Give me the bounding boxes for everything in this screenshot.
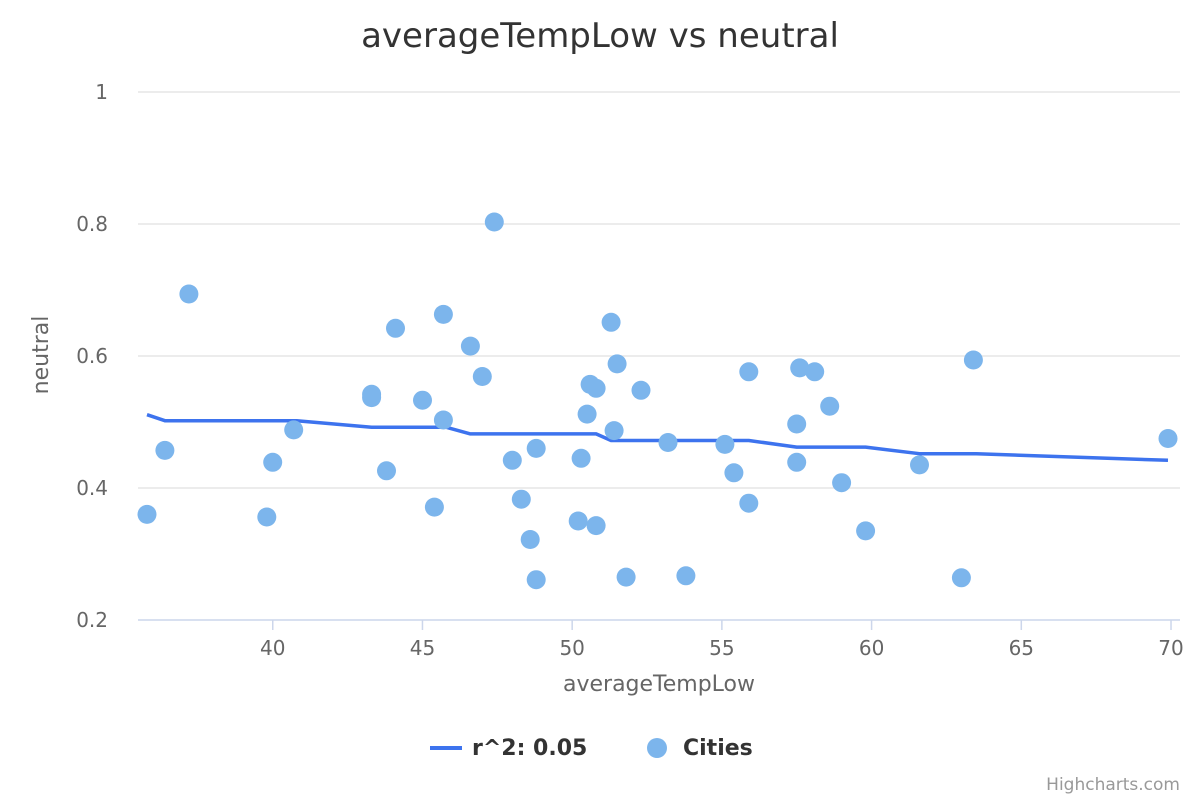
y-tick-label: 0.2 — [76, 608, 108, 632]
scatter-point[interactable] — [179, 284, 199, 304]
scatter-point[interactable] — [568, 511, 588, 531]
scatter-point[interactable] — [263, 452, 283, 472]
scatter-point[interactable] — [832, 473, 852, 493]
x-tick-label: 45 — [410, 636, 435, 660]
legend-label-cities: Cities — [683, 736, 753, 761]
scatter-point[interactable] — [484, 212, 504, 232]
scatter-point[interactable] — [631, 380, 651, 400]
x-tick-label: 50 — [559, 636, 584, 660]
scatter-point[interactable] — [790, 358, 810, 378]
legend-label-regression: r^2: 0.05 — [472, 736, 587, 761]
scatter-point[interactable] — [362, 388, 382, 408]
x-tick-label: 60 — [859, 636, 884, 660]
scatter-point[interactable] — [137, 504, 157, 524]
chart-title: averageTempLow vs neutral — [361, 16, 839, 56]
scatter-point[interactable] — [963, 350, 983, 370]
x-tick-label: 65 — [1009, 636, 1034, 660]
x-tick-label: 70 — [1158, 636, 1183, 660]
scatter-point[interactable] — [715, 434, 735, 454]
y-tick-label: 1 — [95, 80, 108, 104]
scatter-point[interactable] — [586, 516, 606, 536]
scatter-point[interactable] — [571, 448, 591, 468]
scatter-point[interactable] — [676, 566, 696, 586]
scatter-point[interactable] — [607, 354, 627, 374]
legend: r^2: 0.05 Cities — [430, 736, 753, 761]
scatter-point[interactable] — [787, 414, 807, 434]
scatter-point[interactable] — [724, 463, 744, 483]
scatter-point[interactable] — [616, 567, 636, 587]
scatter-point[interactable] — [284, 420, 304, 440]
x-tick-marks — [271, 620, 1172, 630]
scatter-point[interactable] — [472, 367, 492, 386]
scatter-point[interactable] — [658, 433, 678, 452]
scatter-point[interactable] — [586, 378, 606, 398]
scatter-point[interactable] — [604, 421, 624, 441]
x-axis-label: averageTempLow — [563, 672, 755, 697]
scatter-point[interactable] — [413, 390, 432, 410]
scatter-point[interactable] — [257, 507, 277, 527]
scatter-point[interactable] — [856, 521, 876, 541]
legend-marker-symbol — [647, 738, 667, 758]
x-tick-label: 55 — [709, 636, 734, 660]
x-tick-labels: 40 45 50 55 60 65 70 — [260, 636, 1184, 660]
scatter-point[interactable] — [951, 568, 971, 588]
x-tick-label: 40 — [260, 636, 285, 660]
scatter-point[interactable] — [526, 438, 546, 458]
regression-series — [146, 413, 1169, 463]
legend-item-cities[interactable]: Cities — [647, 736, 753, 761]
scatter-point[interactable] — [787, 452, 807, 472]
y-axis-label: neutral — [29, 316, 54, 395]
scatter-point[interactable] — [910, 455, 929, 475]
scatter-point[interactable] — [739, 493, 759, 513]
scatter-point[interactable] — [155, 440, 175, 460]
y-tick-label: 0.8 — [76, 212, 108, 236]
cities-series — [137, 212, 1178, 590]
scatter-point[interactable] — [1158, 429, 1178, 448]
scatter-point[interactable] — [577, 404, 597, 424]
scatter-point[interactable] — [526, 570, 546, 590]
scatter-point[interactable] — [820, 396, 840, 416]
legend-item-regression[interactable]: r^2: 0.05 — [430, 736, 587, 761]
y-tick-label: 0.4 — [76, 476, 108, 500]
scatter-point[interactable] — [424, 497, 444, 517]
scatter-point[interactable] — [805, 362, 825, 382]
scatter-point[interactable] — [460, 336, 480, 356]
scatter-point[interactable] — [377, 461, 396, 481]
credits-link[interactable]: Highcharts.com — [1046, 775, 1180, 795]
scatter-point[interactable] — [433, 410, 453, 430]
scatter-point[interactable] — [601, 312, 621, 332]
scatter-point[interactable] — [520, 530, 540, 549]
y-tick-labels: 0.2 0.4 0.6 0.8 1 — [76, 80, 108, 632]
scatter-point[interactable] — [386, 318, 405, 338]
scatter-point[interactable] — [739, 362, 759, 382]
scatter-point[interactable] — [511, 489, 531, 509]
regression-line — [146, 413, 1169, 463]
scatter-point[interactable] — [433, 304, 453, 324]
y-gridlines — [138, 91, 1180, 489]
y-tick-label: 0.6 — [76, 344, 108, 368]
scatter-point[interactable] — [502, 450, 522, 470]
